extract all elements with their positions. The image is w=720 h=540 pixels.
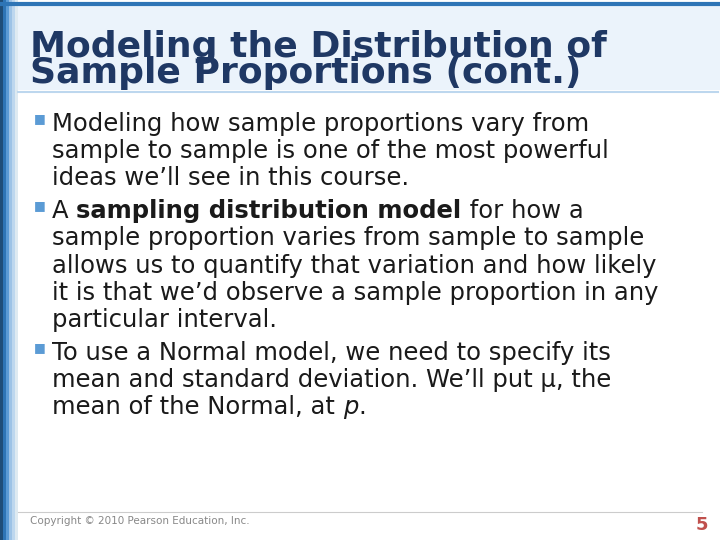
Text: .: . — [358, 395, 366, 419]
Text: ■: ■ — [34, 112, 46, 125]
Text: p: p — [343, 395, 358, 419]
Text: for how a: for how a — [462, 199, 583, 224]
Bar — [18, 6, 720, 90]
Text: ■: ■ — [34, 199, 46, 212]
Text: sample proportion varies from sample to sample: sample proportion varies from sample to … — [52, 226, 644, 251]
Text: sample to sample is one of the most powerful: sample to sample is one of the most powe… — [52, 139, 608, 163]
Text: mean of the Normal, at: mean of the Normal, at — [52, 395, 343, 419]
Text: To use a Normal model, we need to specify its: To use a Normal model, we need to specif… — [52, 341, 611, 365]
Bar — [12, 0, 15, 540]
Text: A: A — [52, 199, 76, 224]
Text: ideas we’ll see in this course.: ideas we’ll see in this course. — [52, 166, 409, 190]
Text: Modeling the Distribution of: Modeling the Distribution of — [30, 30, 607, 64]
Text: particular interval.: particular interval. — [52, 308, 277, 332]
Text: allows us to quantify that variation and how likely: allows us to quantify that variation and… — [52, 254, 657, 278]
Text: mean and standard deviation. We’ll put μ, the: mean and standard deviation. We’ll put μ… — [52, 368, 611, 392]
Bar — [15, 0, 18, 540]
Text: Copyright © 2010 Pearson Education, Inc.: Copyright © 2010 Pearson Education, Inc. — [30, 516, 250, 526]
Text: Modeling how sample proportions vary from: Modeling how sample proportions vary fro… — [52, 112, 589, 136]
Text: it is that we’d observe a sample proportion in any: it is that we’d observe a sample proport… — [52, 281, 659, 305]
Text: Sample Proportions (cont.): Sample Proportions (cont.) — [30, 56, 581, 90]
Text: sampling distribution model: sampling distribution model — [76, 199, 462, 224]
Bar — [3, 0, 6, 540]
Bar — [0, 0, 3, 540]
Bar — [6, 0, 9, 540]
Text: ■: ■ — [34, 341, 46, 354]
Text: 5: 5 — [696, 516, 708, 534]
Bar — [9, 0, 12, 540]
